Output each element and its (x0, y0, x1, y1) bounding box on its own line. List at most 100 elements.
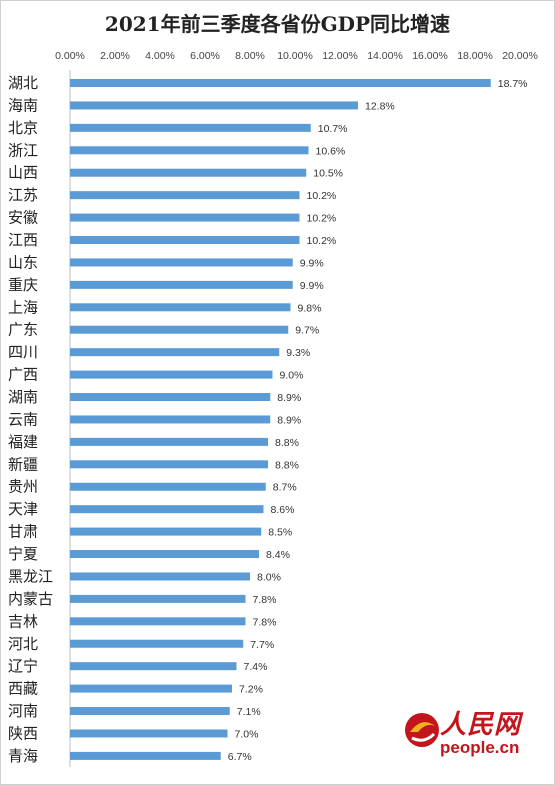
bar (70, 460, 268, 469)
bar (70, 751, 221, 760)
data-label: 9.0% (280, 370, 304, 382)
bar (70, 572, 250, 581)
category-label: 陕西 (8, 724, 38, 742)
data-label: 7.0% (235, 728, 259, 740)
bar (70, 550, 259, 559)
people-cn-logo: 人民网 people.cn (400, 700, 550, 780)
x-tick-label: 4.00% (145, 50, 175, 62)
bar (70, 348, 280, 357)
data-label: 7.7% (250, 639, 274, 651)
data-label: 7.2% (239, 684, 263, 696)
data-label: 7.4% (244, 661, 268, 673)
category-label: 云南 (8, 410, 38, 428)
data-label: 10.7% (318, 123, 348, 135)
data-label: 7.8% (253, 616, 277, 628)
category-label: 广东 (8, 321, 38, 339)
x-tick-label: 2.00% (100, 50, 130, 62)
data-label: 6.7% (228, 751, 252, 763)
x-tick-label: 16.00% (412, 50, 448, 62)
category-label: 河北 (8, 635, 38, 653)
bar (70, 79, 491, 87)
data-label: 9.7% (295, 325, 319, 337)
x-tick-label: 14.00% (367, 50, 403, 62)
x-tick-label: 6.00% (190, 50, 220, 62)
bar (70, 617, 246, 626)
category-label: 湖北 (8, 74, 38, 92)
x-tick-label: 18.00% (457, 50, 493, 62)
data-label: 8.6% (271, 504, 295, 516)
bar (70, 258, 293, 267)
category-label: 贵州 (8, 478, 38, 496)
x-tick-label: 8.00% (235, 50, 265, 62)
data-label: 8.8% (275, 459, 299, 471)
bar (70, 415, 271, 424)
data-label: 7.8% (253, 594, 277, 606)
data-label: 8.0% (257, 571, 281, 583)
bar (70, 482, 266, 491)
category-label: 宁夏 (8, 545, 38, 563)
bar (70, 662, 237, 671)
bar (70, 303, 291, 312)
bar (70, 213, 300, 222)
bar (70, 594, 246, 603)
data-label: 8.9% (277, 414, 301, 426)
bar (70, 370, 273, 379)
data-label: 8.8% (275, 437, 299, 449)
bar (70, 393, 271, 402)
category-label: 辽宁 (8, 657, 38, 675)
category-label: 江西 (8, 231, 38, 249)
category-label: 天津 (8, 500, 38, 518)
data-label: 10.2% (307, 213, 337, 225)
bar (70, 707, 230, 716)
data-label: 9.9% (300, 280, 324, 292)
bar (70, 146, 309, 155)
bar (70, 191, 300, 200)
data-label: 9.3% (286, 347, 310, 359)
data-label: 8.9% (277, 392, 301, 404)
data-label: 8.5% (268, 527, 292, 539)
category-label: 黑龙江 (8, 567, 53, 585)
category-label: 浙江 (8, 141, 38, 159)
data-label: 8.7% (273, 482, 297, 494)
bar (70, 729, 228, 738)
category-label: 新疆 (8, 455, 38, 473)
category-label: 安徽 (8, 209, 38, 227)
category-label: 四川 (8, 343, 38, 361)
data-label: 10.5% (313, 168, 343, 180)
category-label: 江苏 (8, 186, 38, 204)
category-label: 山东 (8, 253, 38, 271)
data-label: 10.6% (316, 145, 346, 157)
x-tick-label: 20.00% (502, 50, 538, 62)
logo-emblem-icon (405, 713, 439, 747)
logo-brand-text: 人民网 (440, 710, 522, 740)
bar (70, 639, 244, 648)
category-label: 西藏 (8, 680, 38, 698)
data-label: 8.4% (266, 549, 290, 561)
bar (70, 123, 311, 132)
data-label: 12.8% (365, 100, 395, 112)
bar (70, 280, 293, 289)
bar (70, 325, 289, 334)
x-tick-label: 0.00% (55, 50, 85, 62)
bar (70, 437, 268, 446)
category-label: 福建 (8, 433, 38, 451)
category-label: 北京 (8, 119, 38, 137)
category-label: 广西 (8, 366, 38, 384)
data-label: 18.7% (498, 78, 528, 90)
data-label: 10.2% (307, 235, 337, 247)
bar (70, 684, 232, 693)
data-label: 10.2% (307, 190, 337, 202)
category-label: 吉林 (8, 612, 38, 630)
category-label: 内蒙古 (8, 590, 53, 608)
category-label: 上海 (8, 298, 38, 316)
data-label: 9.8% (298, 302, 322, 314)
category-label: 青海 (8, 747, 38, 765)
bar (70, 505, 264, 514)
bar (70, 527, 262, 536)
x-tick-label: 12.00% (322, 50, 358, 62)
category-label: 重庆 (8, 276, 38, 294)
chart-title: 2021年前三季度各省份GDP同比增速 (104, 12, 451, 36)
category-label: 湖南 (8, 388, 38, 406)
bar (70, 101, 358, 110)
